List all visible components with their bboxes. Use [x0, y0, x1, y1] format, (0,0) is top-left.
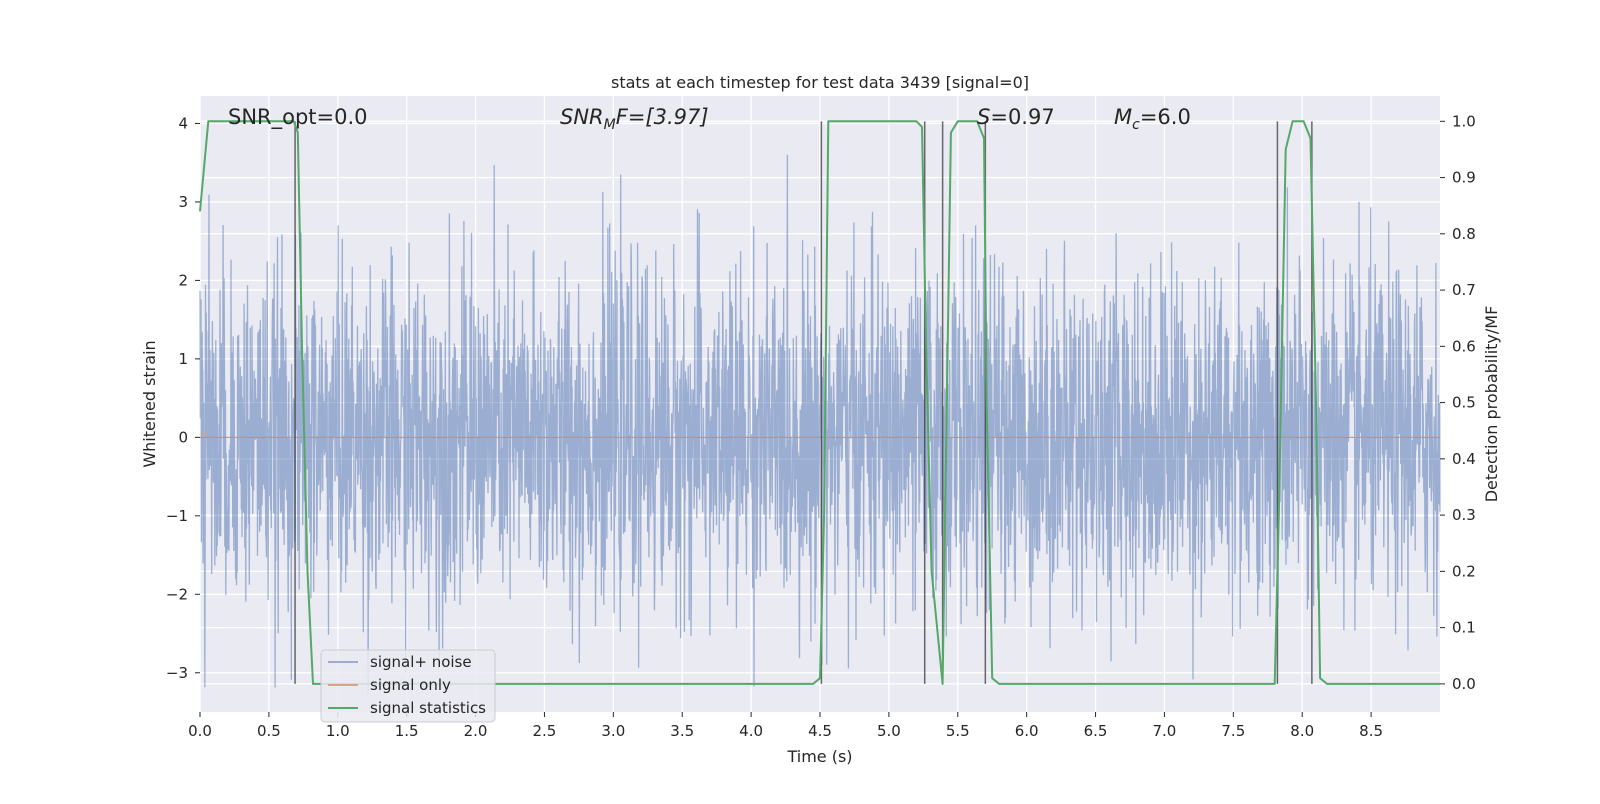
- y-tick-label: 0: [178, 428, 188, 446]
- series-signal-noise: [199, 154, 1441, 695]
- x-tick-label: 2.5: [533, 722, 557, 740]
- y2-tick-label: 0.4: [1452, 450, 1476, 468]
- y2-tick-label: 1.0: [1452, 112, 1476, 130]
- y2-tick-label: 0.1: [1452, 619, 1476, 637]
- y-tick-label: 4: [178, 114, 188, 132]
- y-tick-label: −1: [166, 507, 188, 525]
- x-tick-label: 0.0: [188, 722, 212, 740]
- legend-label-signal-noise: signal+ noise: [370, 653, 472, 671]
- y-tick-label: 2: [178, 271, 188, 289]
- stat-layer: [199, 120, 1440, 685]
- y2-tick-label: 0.7: [1452, 281, 1476, 299]
- noise-layer: [199, 154, 1441, 695]
- y2-tick-label: 0.8: [1452, 225, 1476, 243]
- annotation-s: S=0.97: [977, 105, 1055, 129]
- chart-title: stats at each timestep for test data 343…: [611, 73, 1029, 92]
- legend-label-signal-only: signal only: [370, 676, 451, 694]
- x-tick-label: 4.5: [808, 722, 832, 740]
- y2-tick-label: 0.9: [1452, 169, 1476, 187]
- x-tick-label: 6.5: [1084, 722, 1108, 740]
- y2-tick-label: 0.3: [1452, 506, 1476, 524]
- x-axis-title: Time (s): [786, 747, 852, 766]
- x-tick-label: 5.5: [946, 722, 970, 740]
- annotations: SNR_opt=0.0 SNRMF=[3.97] S=0.97 Mc=6.0: [228, 105, 1191, 133]
- tick-layer: 0.0 0.5 1.0 1.5 2.0 2.5 3.0 3.5 4.0 4.5 5.0 5.5 6.0 6…: [166, 112, 1476, 740]
- x-tick-label: 6.0: [1015, 722, 1039, 740]
- x-tick-label: 7.0: [1153, 722, 1177, 740]
- annotation-snr-opt: SNR_opt=0.0: [228, 105, 368, 130]
- legend: signal+ noise signal only signal statist…: [320, 649, 496, 723]
- x-tick-label: 1.5: [395, 722, 419, 740]
- x-tick-label: 0.5: [257, 722, 281, 740]
- x-tick-label: 5.0: [877, 722, 901, 740]
- annotation-mc: Mc=6.0: [1114, 105, 1191, 133]
- y-tick-label: −2: [166, 585, 188, 603]
- x-tick-label: 2.0: [464, 722, 488, 740]
- x-tick-label: 4.0: [739, 722, 763, 740]
- x-tick-label: 3.5: [670, 722, 694, 740]
- annotation-s-tail: =0.97: [990, 105, 1054, 129]
- series-signal-statistics: [199, 120, 1440, 685]
- annotation-mc-main: M: [1114, 105, 1132, 129]
- x-tick-label: 1.0: [326, 722, 350, 740]
- annotation-s-main: S: [977, 105, 990, 129]
- annotation-mc-sub: c: [1132, 117, 1140, 133]
- y-tick-label: −3: [166, 664, 188, 682]
- annotation-snr-mf: SNRMF=[3.97]: [560, 105, 709, 133]
- annotation-snr-mf-sub: M: [604, 117, 616, 133]
- annotation-mc-tail: =6.0: [1140, 105, 1191, 129]
- annotation-snr-mf-tail: F=[3.97]: [616, 105, 709, 129]
- y2-tick-label: 0.2: [1452, 562, 1476, 580]
- x-tick-label: 8.0: [1290, 722, 1314, 740]
- y-tick-label: 1: [178, 350, 188, 368]
- y2-tick-label: 0.6: [1452, 337, 1476, 355]
- y2-axis-title: Detection probability/MF: [1482, 306, 1501, 503]
- legend-label-signal-statistics: signal statistics: [370, 699, 486, 717]
- x-tick-label: 7.5: [1221, 722, 1245, 740]
- annotation-snr-mf-main: SNR: [560, 105, 604, 129]
- y2-tick-label: 0.0: [1452, 675, 1476, 693]
- y2-tick-label: 0.5: [1452, 394, 1476, 412]
- x-tick-label: 3.0: [601, 722, 625, 740]
- y-axis-title: Whitened strain: [140, 340, 159, 467]
- legend-box: [320, 649, 496, 723]
- y-tick-label: 3: [178, 193, 188, 211]
- x-tick-label: 8.5: [1359, 722, 1383, 740]
